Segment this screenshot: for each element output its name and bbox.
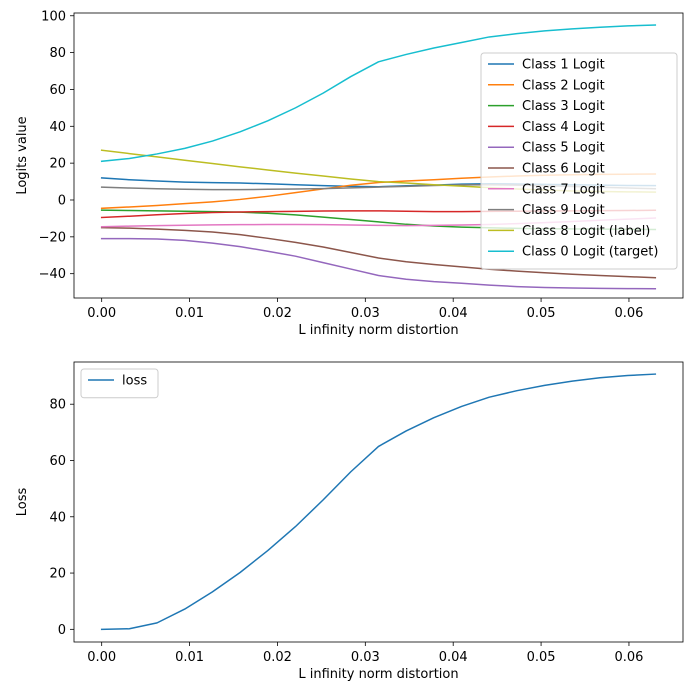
x-tick-label: 0.06 bbox=[614, 650, 643, 665]
legend-label-8: Class 9 Logit bbox=[522, 203, 605, 218]
x-tick-label: 0.06 bbox=[614, 306, 643, 321]
y-tick-label: 40 bbox=[49, 120, 66, 135]
legend-label-5: Class 5 Logit bbox=[522, 141, 605, 156]
legend-label-6: Class 6 Logit bbox=[522, 162, 605, 177]
x-tick-label: 0.05 bbox=[527, 650, 556, 665]
series-line-10 bbox=[100, 24, 657, 163]
y-tick-label: 0 bbox=[58, 193, 66, 208]
legend-label-1: loss bbox=[122, 374, 147, 389]
y-axis-label: Loss bbox=[15, 488, 30, 517]
legend-label-4: Class 4 Logit bbox=[522, 120, 605, 135]
x-tick-label: 0.04 bbox=[439, 650, 468, 665]
axes-frame bbox=[73, 361, 684, 643]
legend-label-9: Class 8 Logit (label) bbox=[522, 224, 650, 239]
x-tick-label: 0.04 bbox=[439, 306, 468, 321]
loss-plot: 0.00 0.01 0.02 0.03 0.04 0.05 0.06 0 20 40 60 80 L i… bbox=[15, 361, 684, 682]
x-tick-label: 0.00 bbox=[87, 650, 116, 665]
x-tick-label: 0.01 bbox=[175, 306, 204, 321]
legend-label-3: Class 3 Logit bbox=[522, 99, 605, 114]
series-line-6 bbox=[100, 226, 657, 279]
y-tick-label: 80 bbox=[49, 46, 66, 61]
legend-label-10: Class 0 Logit (target) bbox=[522, 245, 658, 260]
x-axis-label: L infinity norm distortion bbox=[298, 667, 458, 682]
y-tick-label: 40 bbox=[49, 510, 66, 525]
legend-label-7: Class 7 Logit bbox=[522, 182, 605, 197]
x-tick-label: 0.03 bbox=[351, 650, 380, 665]
legend-label-1: Class 1 Logit bbox=[522, 58, 605, 73]
x-tick-label: 0.01 bbox=[175, 650, 204, 665]
series-line-5 bbox=[100, 237, 657, 290]
x-tick-label: 0.00 bbox=[87, 306, 116, 321]
y-tick-label: 20 bbox=[49, 157, 66, 172]
y-tick-label: 20 bbox=[49, 567, 66, 582]
legend-box bbox=[80, 368, 159, 399]
axes-frame bbox=[73, 12, 684, 299]
legend-label-2: Class 2 Logit bbox=[522, 78, 605, 93]
y-tick-label: 60 bbox=[49, 83, 66, 98]
y-tick-label: 80 bbox=[49, 398, 66, 413]
y-tick-label: 100 bbox=[41, 9, 66, 24]
logits-plot: 0.00 0.01 0.02 0.03 0.04 0.05 0.06 −40 −20 0 20 40 6… bbox=[15, 9, 684, 338]
legend-box bbox=[480, 52, 678, 270]
x-tick-label: 0.03 bbox=[351, 306, 380, 321]
y-tick-label: 60 bbox=[49, 454, 66, 469]
y-tick-label: −20 bbox=[39, 230, 66, 245]
x-axis-label: L infinity norm distortion bbox=[298, 323, 458, 338]
series-line-1 bbox=[100, 373, 657, 631]
x-tick-label: 0.02 bbox=[263, 306, 292, 321]
y-tick-label: −40 bbox=[39, 267, 66, 282]
y-tick-label: 0 bbox=[58, 623, 66, 638]
x-tick-label: 0.05 bbox=[527, 306, 556, 321]
x-tick-label: 0.02 bbox=[263, 650, 292, 665]
y-axis-label: Logits value bbox=[15, 116, 30, 194]
